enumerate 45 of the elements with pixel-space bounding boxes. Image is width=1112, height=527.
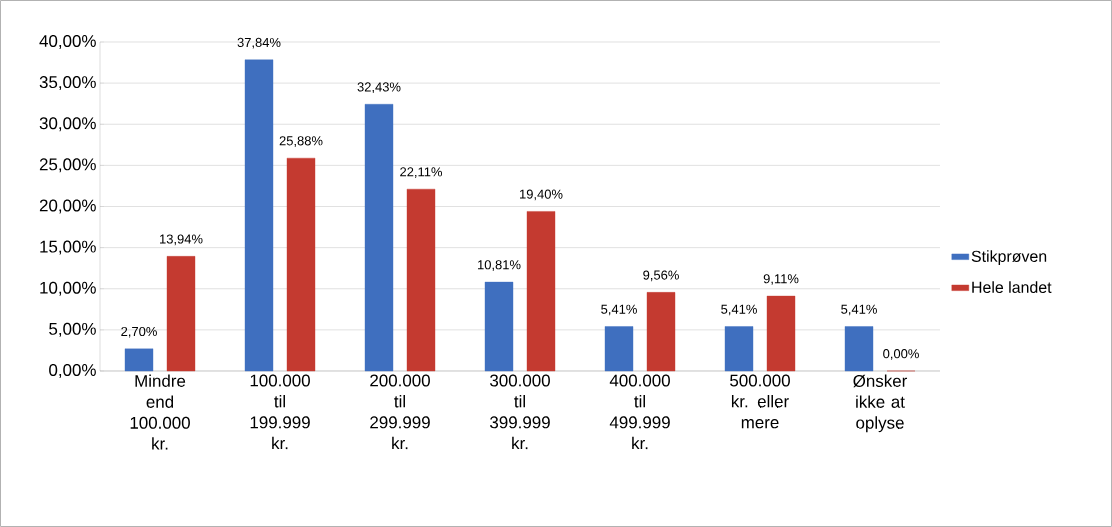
data-label: 32,43% bbox=[357, 82, 401, 94]
y-tick-label: 10,00% bbox=[40, 281, 96, 296]
data-label: 2,70% bbox=[121, 326, 157, 338]
legend-label: Stikprøven bbox=[971, 250, 1047, 266]
bar bbox=[124, 348, 154, 372]
data-label: 5,41% bbox=[601, 304, 637, 316]
bar bbox=[724, 326, 754, 372]
y-tick-label: 30,00% bbox=[39, 117, 96, 132]
data-label: 37,84% bbox=[237, 37, 281, 49]
data-label: 19,40% bbox=[520, 189, 563, 201]
bar bbox=[364, 104, 394, 372]
x-tick-label: Mindre end 100.000 kr. bbox=[130, 374, 190, 450]
bar bbox=[766, 295, 796, 372]
x-tick-label: Ønsker ikke at oplyse bbox=[853, 374, 908, 433]
data-label: 5,41% bbox=[841, 304, 877, 316]
y-tick-label: 35,00% bbox=[39, 76, 96, 91]
x-tick-label: 300.000 til 399.999 kr. bbox=[490, 374, 550, 450]
y-tick-label: 40,00% bbox=[39, 35, 96, 49]
y-tick-label: 15,00% bbox=[40, 240, 96, 255]
bar bbox=[604, 326, 634, 372]
data-label: 13,94% bbox=[160, 234, 203, 246]
data-label: 5,41% bbox=[721, 304, 757, 316]
y-tick-label: 0,00% bbox=[49, 364, 96, 378]
bar bbox=[646, 292, 676, 372]
y-tick-label: 5,00% bbox=[49, 322, 96, 337]
y-tick-label: 25,00% bbox=[39, 158, 96, 173]
data-label: 9,11% bbox=[763, 274, 799, 285]
data-label: 0,00% bbox=[883, 349, 919, 360]
bar bbox=[484, 281, 514, 372]
x-tick-label: 200.000 til 299.999 kr. bbox=[370, 374, 430, 450]
bar bbox=[526, 211, 556, 372]
bar bbox=[406, 188, 436, 372]
bar bbox=[286, 157, 316, 372]
data-label: 9,56% bbox=[643, 270, 679, 282]
x-tick-label: 400.000 til 499.999 kr. bbox=[609, 374, 670, 450]
y-tick-label: 20,00% bbox=[39, 199, 96, 214]
data-label: 10,81% bbox=[478, 260, 521, 271]
data-label: 22,11% bbox=[400, 167, 443, 178]
legend-label: Hele landet bbox=[972, 281, 1052, 293]
bar bbox=[166, 256, 196, 372]
bar bbox=[244, 59, 274, 372]
x-tick-label: 100.000 til 199.999 kr. bbox=[250, 374, 310, 450]
x-tick-label: 500.000 kr. eller mere bbox=[730, 374, 790, 429]
bar bbox=[844, 326, 874, 372]
data-label: 25,88% bbox=[279, 136, 323, 147]
